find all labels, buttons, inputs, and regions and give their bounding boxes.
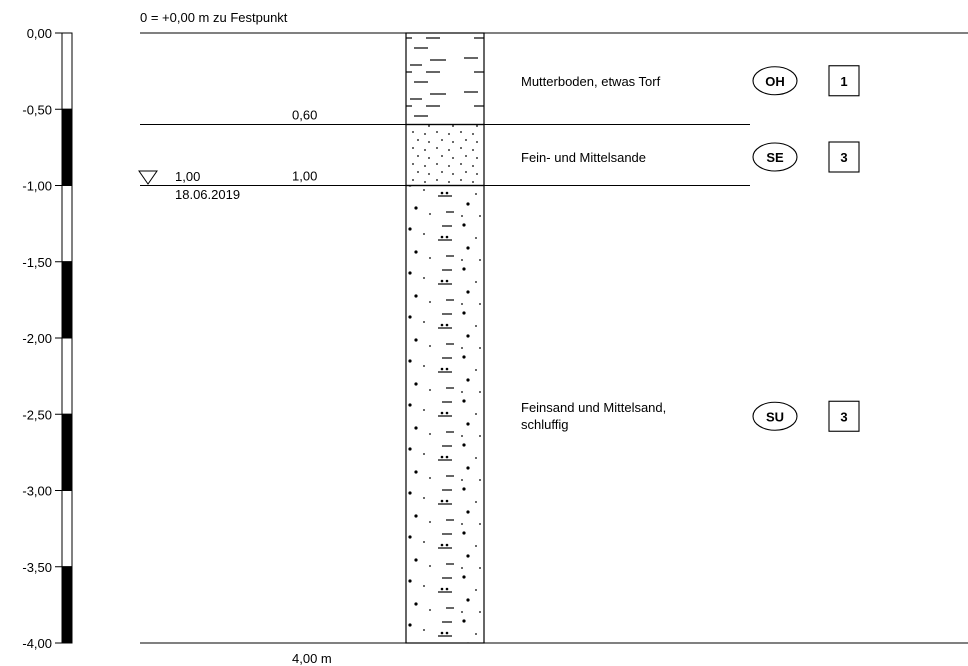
layer-description: Fein- und Mittelsande bbox=[521, 150, 646, 165]
scale-segment bbox=[61, 337, 73, 415]
reference-label: 0 = +0,00 m zu Festpunkt bbox=[140, 10, 288, 25]
soil-class-box bbox=[828, 400, 860, 432]
soil-group-label: OH bbox=[765, 74, 785, 89]
soil-group-label: SE bbox=[766, 150, 784, 165]
layer-description: schluffig bbox=[521, 417, 568, 432]
boundary-depth-label: 4,00 m bbox=[292, 651, 332, 666]
groundwater-date: 18.06.2019 bbox=[175, 187, 240, 202]
scale-segment bbox=[61, 490, 73, 568]
soil-group-ellipse bbox=[752, 142, 798, 172]
soil-layer-su bbox=[405, 184, 485, 644]
soil-column bbox=[405, 32, 485, 644]
soil-class-box bbox=[828, 141, 860, 173]
scale-tick-label: -1,00 bbox=[22, 179, 52, 194]
scale-tick-label: 0,00 bbox=[27, 26, 52, 41]
layer-descriptions: Mutterboden, etwas Torf OH 1 Fein- und Mitt… bbox=[521, 65, 860, 432]
scale-segment bbox=[61, 185, 73, 263]
scale-segment bbox=[61, 32, 73, 110]
boundary-depth-label: 0,60 bbox=[292, 108, 317, 123]
soil-layer-se bbox=[405, 123, 485, 187]
soil-group-label: SU bbox=[766, 409, 784, 424]
boundary-labels: 0,60 1,00 4,00 m bbox=[292, 108, 332, 666]
soil-class-label: 3 bbox=[840, 409, 847, 424]
groundwater-triangle-icon bbox=[138, 170, 158, 185]
scale-segment bbox=[61, 108, 73, 186]
soil-group-ellipse bbox=[752, 401, 798, 431]
layer-description: Feinsand und Mittelsand, bbox=[521, 400, 666, 415]
scale-segment bbox=[61, 566, 73, 644]
scale-tick-label: -3,00 bbox=[22, 484, 52, 499]
soil-class-label: 1 bbox=[840, 74, 847, 89]
boundary-depth-label: 1,00 bbox=[292, 169, 317, 184]
scale-tick-label: -3,50 bbox=[22, 560, 52, 575]
scale-tick-label: -4,00 bbox=[22, 636, 52, 651]
soil-layer-oh bbox=[405, 32, 485, 126]
scale-segment bbox=[61, 413, 73, 491]
scale-tick-label: -2,00 bbox=[22, 331, 52, 346]
soil-group-ellipse bbox=[752, 66, 798, 96]
scale-tick-label: -1,50 bbox=[22, 255, 52, 270]
groundwater-marker: 1,00 18.06.2019 bbox=[138, 169, 240, 202]
scale-tick-label: -2,50 bbox=[22, 407, 52, 422]
depth-scale: 0,00 -0,50 -1,00 -1,50 -2,00 -2,50 -3,00 -3,50 -… bbox=[22, 26, 73, 651]
layer-boundary-lines bbox=[140, 32, 968, 644]
scale-segment bbox=[61, 261, 73, 339]
soil-class-label: 3 bbox=[840, 150, 847, 165]
groundwater-depth: 1,00 bbox=[175, 169, 200, 184]
soil-class-box bbox=[828, 65, 860, 97]
layer-description: Mutterboden, etwas Torf bbox=[521, 74, 661, 89]
scale-tick-label: -0,50 bbox=[22, 102, 52, 117]
